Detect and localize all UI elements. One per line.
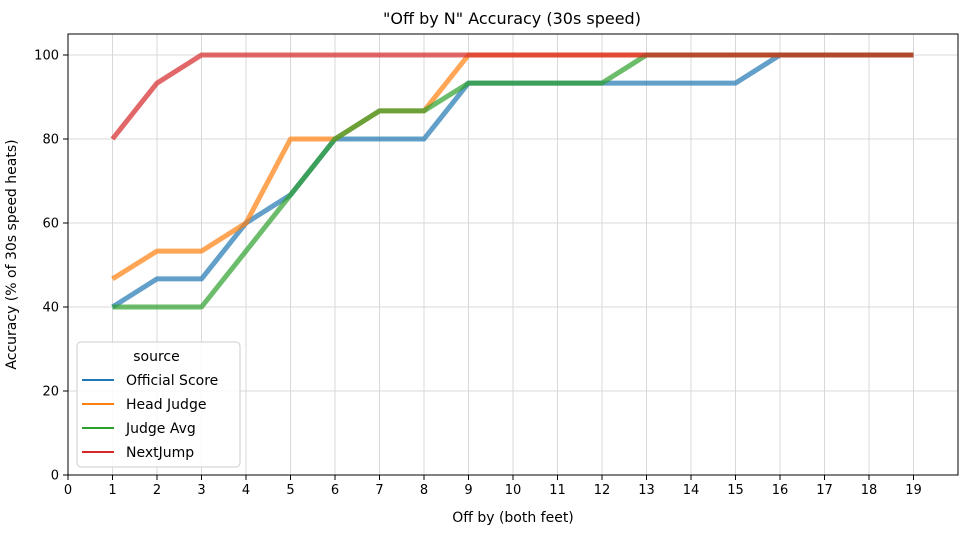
x-tick-label: 12 xyxy=(594,483,611,498)
series-lines xyxy=(110,52,914,310)
legend-label-head-judge: Head Judge xyxy=(126,397,206,413)
x-tick-label: 6 xyxy=(331,483,339,498)
x-axis-ticks: 0 1 2 3 4 5 6 7 8 9 10 11 12 13 14 15 16 17 18 19 xyxy=(64,475,922,498)
y-tick-label: 0 xyxy=(51,469,59,484)
x-tick-label: 9 xyxy=(464,483,472,498)
y-axis-ticks: 0 20 40 60 80 100 xyxy=(34,49,68,484)
y-tick-label: 40 xyxy=(42,301,59,316)
series-line-nextjump xyxy=(110,52,914,141)
y-axis-label: Accuracy (% of 30s speed heats) xyxy=(4,139,20,369)
x-tick-label: 7 xyxy=(375,483,383,498)
chart-title: "Off by N" Accuracy (30s speed) xyxy=(383,9,641,28)
legend-label-nextjump: NextJump xyxy=(126,445,194,461)
x-tick-label: 1 xyxy=(108,483,116,498)
x-axis-label: Off by (both feet) xyxy=(452,510,574,526)
x-tick-label: 3 xyxy=(197,483,205,498)
x-tick-label: 5 xyxy=(286,483,294,498)
legend-label-official-score: Official Score xyxy=(126,373,218,389)
y-tick-label: 100 xyxy=(34,49,59,64)
legend: source Official Score Head Judge Judge Avg N… xyxy=(76,341,241,468)
y-tick-label: 20 xyxy=(42,385,59,400)
x-tick-label: 8 xyxy=(420,483,428,498)
x-tick-label: 19 xyxy=(905,483,922,498)
legend-box xyxy=(76,341,241,468)
legend-label-judge-avg: Judge Avg xyxy=(125,421,196,437)
x-tick-label: 18 xyxy=(861,483,878,498)
x-tick-label: 10 xyxy=(505,483,522,498)
x-tick-label: 11 xyxy=(549,483,566,498)
x-tick-label: 2 xyxy=(153,483,161,498)
legend-title: source xyxy=(133,349,180,365)
x-tick-label: 14 xyxy=(683,483,700,498)
x-tick-label: 0 xyxy=(64,483,72,498)
y-tick-label: 60 xyxy=(42,217,59,232)
x-tick-label: 4 xyxy=(242,483,250,498)
x-tick-label: 16 xyxy=(772,483,789,498)
x-tick-label: 17 xyxy=(816,483,833,498)
y-tick-label: 80 xyxy=(42,133,59,148)
x-tick-label: 13 xyxy=(638,483,655,498)
x-tick-label: 15 xyxy=(727,483,744,498)
